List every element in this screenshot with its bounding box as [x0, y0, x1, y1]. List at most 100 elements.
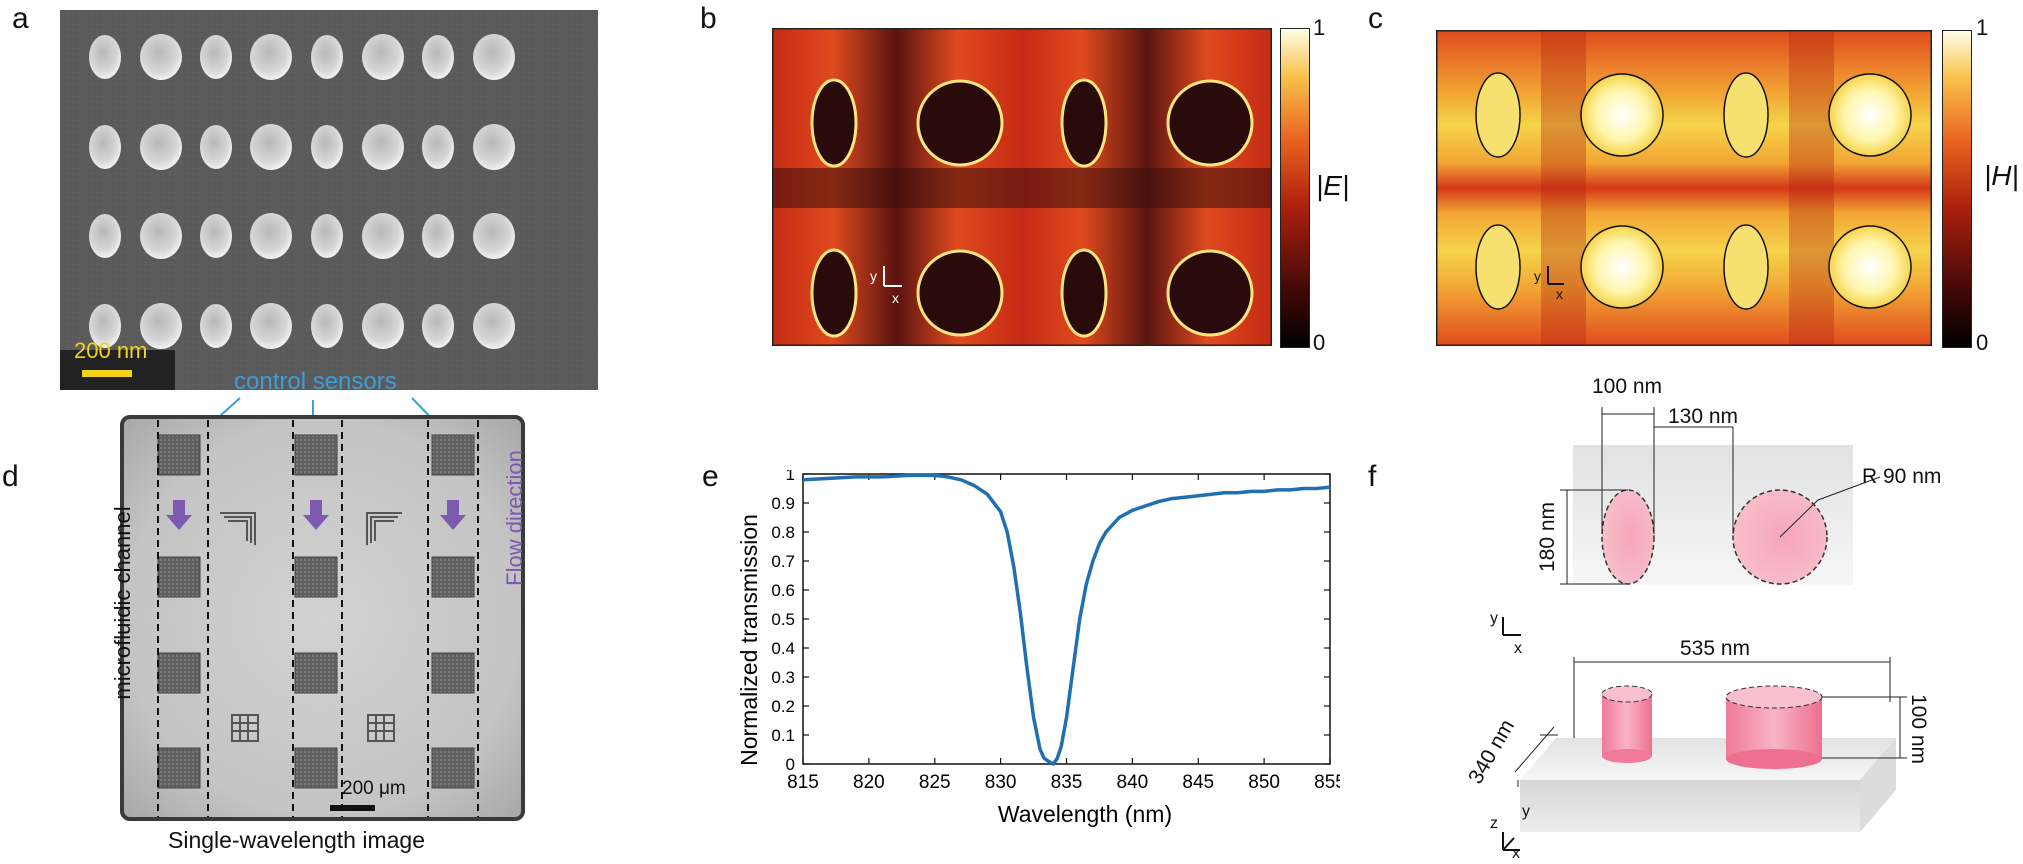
- axis-z-f: z: [1490, 815, 1498, 832]
- y-tick-label: 0.2: [771, 697, 795, 716]
- sem-pillar: [311, 35, 343, 79]
- x-tick-label: 820: [853, 772, 885, 793]
- sem-pillar: [250, 124, 292, 170]
- sem-pillar: [362, 303, 404, 349]
- sem-pillars: [89, 34, 515, 349]
- sem-pillar: [422, 214, 454, 258]
- colorbar-c-max: 1: [1976, 15, 1989, 40]
- sem-pillar: [362, 34, 404, 80]
- dim-130nm: 130 nm: [1668, 405, 1739, 428]
- x-tick-label: 855: [1314, 772, 1340, 793]
- chart-ylabel: Normalized transmission: [736, 514, 762, 766]
- axis-y-f-side: y: [1522, 803, 1530, 820]
- x-tick-label: 840: [1117, 772, 1149, 793]
- dim-535nm: 535 nm: [1680, 637, 1751, 660]
- y-tick-label: 0.4: [771, 639, 795, 658]
- panel-letter-a: a: [12, 2, 29, 35]
- h-field-pillars: [1475, 72, 1912, 310]
- colorbar-c-min: 0: [1976, 330, 1989, 355]
- sem-pillar: [422, 35, 454, 79]
- panel-letter-d: d: [2, 460, 19, 493]
- sem-pillar: [89, 125, 121, 169]
- axis-y-c: y: [1534, 268, 1541, 284]
- sem-pillar: [200, 35, 232, 79]
- dim-100nm-height: 100 nm: [1907, 693, 1930, 765]
- d-scale-bar: [330, 805, 375, 811]
- dim-180nm: 180 nm: [1536, 501, 1559, 573]
- panel-letter-c: c: [1368, 2, 1383, 35]
- colorbar-b-max: 1: [1313, 15, 1326, 40]
- colorbar-b-label: |E|: [1316, 170, 1350, 201]
- y-tick-label: 0.9: [771, 494, 795, 513]
- geometry-schematic: [1502, 407, 1907, 851]
- x-tick-label: 835: [1051, 772, 1083, 793]
- chart-xlabel: Wavelength (nm): [998, 801, 1172, 827]
- sem-pillar: [250, 303, 292, 349]
- panel-letter-b: b: [700, 2, 717, 35]
- axis-indicator-f-side: [1502, 832, 1520, 851]
- sem-pillar: [200, 304, 232, 348]
- colorbar-c-label: |H|: [1984, 160, 2019, 191]
- elliptical-pillar-top: [1601, 489, 1655, 585]
- dim-100nm: 100 nm: [1592, 375, 1663, 398]
- sem-pillar: [140, 303, 182, 349]
- y-tick-label: 0.1: [771, 726, 795, 745]
- sem-pillar: [362, 213, 404, 259]
- axis-y-b: y: [870, 268, 877, 284]
- panel-letter-e: e: [702, 460, 719, 493]
- sem-scale-label: 200 nm: [74, 338, 148, 363]
- x-tick-label: 845: [1182, 772, 1214, 793]
- panel-letter-f: f: [1368, 460, 1377, 493]
- h-field-map: y x: [1434, 28, 1934, 348]
- sem-pillar: [422, 125, 454, 169]
- axis-indicator-b: [883, 266, 902, 287]
- axis-indicator-f-top: [1502, 617, 1521, 636]
- sem-pillar: [473, 303, 515, 349]
- sem-image: 200 nm: [60, 10, 598, 390]
- e-field-pillars: [810, 78, 1254, 338]
- transmission-line: [802, 473, 1331, 766]
- channel-borders: [157, 420, 479, 817]
- sem-pillar: [311, 304, 343, 348]
- colorbar-b-min: 0: [1313, 330, 1326, 355]
- sem-pillar: [250, 34, 292, 80]
- y-tick-label: 0.7: [771, 552, 795, 571]
- x-tick-label: 850: [1248, 772, 1280, 793]
- sem-pillar: [140, 124, 182, 170]
- axis-x-b: x: [892, 290, 899, 306]
- flow-arrows: [166, 500, 466, 530]
- sem-pillar: [473, 34, 515, 80]
- sem-pillar: [422, 304, 454, 348]
- axis-x-f-top: x: [1514, 640, 1522, 657]
- d-scale-label: 200 μm: [342, 778, 406, 799]
- dim-r90nm: R 90 nm: [1862, 465, 1942, 488]
- axis-x-f-side: x: [1512, 845, 1520, 862]
- axis-indicator-c: [1547, 266, 1564, 285]
- sem-pillar-array: [60, 10, 598, 390]
- sem-pillar: [89, 214, 121, 258]
- sem-pillar: [250, 213, 292, 259]
- sem-pillar: [311, 214, 343, 258]
- axis-x-c: x: [1556, 286, 1563, 302]
- x-tick-label: 825: [919, 772, 951, 793]
- y-tick-label: 0.8: [771, 523, 795, 542]
- sem-pillar: [200, 125, 232, 169]
- sem-scale-bar: [82, 370, 132, 377]
- sem-pillar: [140, 213, 182, 259]
- sem-pillar: [362, 124, 404, 170]
- colorbar-b: [1280, 28, 1310, 348]
- sem-pillar: [140, 34, 182, 80]
- x-tick-label: 830: [985, 772, 1017, 793]
- sem-pillar: [89, 304, 121, 348]
- channel-label: microfluidic channel: [110, 506, 135, 700]
- control-sensors-label: control sensors: [234, 368, 397, 395]
- y-tick-label: 0.6: [771, 581, 795, 600]
- single-wavelength-image: 200 μm: [120, 415, 525, 821]
- axis-y-f-top: y: [1490, 610, 1498, 627]
- y-tick-label: 0.3: [771, 668, 795, 687]
- y-tick-label: 0: [786, 755, 795, 774]
- y-tick-label: 1: [786, 470, 795, 484]
- y-tick-label: 0.5: [771, 610, 795, 629]
- d-caption: Single-wavelength image: [168, 827, 425, 853]
- sem-pillar: [89, 35, 121, 79]
